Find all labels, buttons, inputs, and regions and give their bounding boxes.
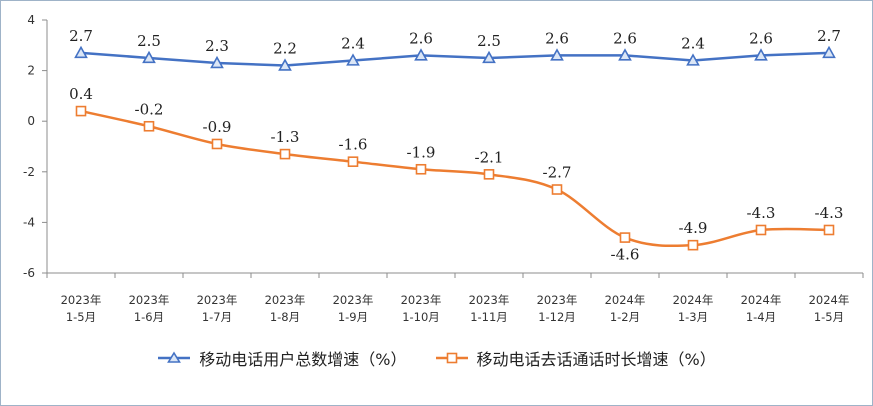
x-tick-label-year: 2024年 (673, 293, 714, 307)
legend-triangle-marker-icon (158, 351, 191, 363)
data-point-square (211, 138, 223, 150)
x-tick-label-period: 1-10月 (402, 310, 440, 324)
x-tick-label-period: 1-9月 (338, 310, 368, 324)
data-label: -0.9 (203, 118, 232, 136)
data-point-square (551, 184, 563, 195)
data-point-triangle (482, 50, 496, 64)
data-label: 2.6 (749, 29, 773, 47)
x-tick-label-year: 2023年 (537, 293, 578, 307)
x-tick-label-period: 1-12月 (538, 310, 576, 324)
x-tick-label-year: 2024年 (809, 293, 850, 307)
legend-label-call-duration: 移动电话去话通话时长增速（%） (476, 350, 716, 369)
data-point-square (483, 169, 495, 180)
series-line-1 (80, 109, 830, 248)
x-tick-label-year: 2023年 (333, 293, 374, 307)
data-point-square (75, 105, 87, 117)
data-label: -4.9 (679, 219, 708, 237)
x-tick-label-period: 1-7月 (202, 310, 232, 324)
data-point-square (687, 239, 699, 251)
data-label: -1.6 (339, 136, 368, 154)
data-label: 2.3 (205, 37, 229, 55)
y-tick-label: 2 (27, 64, 35, 78)
y-tick-label: 4 (27, 13, 35, 27)
data-point-square (619, 232, 631, 243)
legend-item-call-duration: 移动电话去话通话时长增速（%） (435, 346, 716, 370)
data-label: 2.5 (137, 32, 161, 50)
data-point-square (415, 163, 427, 175)
data-label: 2.4 (681, 34, 705, 52)
data-point-triangle (686, 53, 700, 66)
data-label: 2.4 (341, 34, 365, 52)
data-point-square (347, 156, 359, 167)
x-tick-label-year: 2023年 (197, 293, 238, 307)
data-label: -0.2 (135, 100, 164, 118)
data-label: 2.5 (477, 32, 501, 50)
data-label: -4.3 (815, 204, 844, 222)
x-tick-label-year: 2024年 (605, 293, 646, 307)
x-tick-label-year: 2023年 (61, 293, 102, 307)
data-point-triangle (754, 48, 768, 61)
data-point-triangle (210, 55, 224, 69)
data-point-triangle (278, 58, 292, 71)
x-tick-label-period: 1-3月 (678, 310, 708, 324)
data-point-triangle (142, 50, 156, 64)
data-label: -2.1 (475, 148, 504, 166)
line-chart: 4 2 0 -2 -4 -6 2023年 1-5月 2023年 1-6月 2023年 1-7月 2023… (23, 13, 864, 324)
x-tick-label-period: 1-8月 (270, 310, 300, 324)
data-label: 0.4 (69, 85, 93, 103)
x-tick-label-year: 2023年 (469, 293, 510, 307)
x-tick-label-period: 1-5月 (66, 310, 96, 324)
y-tick-label: -6 (23, 266, 35, 280)
y-tick-label: -4 (23, 215, 35, 229)
data-point-triangle (822, 45, 836, 59)
data-label: -4.6 (611, 246, 640, 264)
data-point-square (279, 148, 291, 160)
data-label: -4.3 (747, 204, 776, 222)
data-point-triangle (414, 48, 428, 61)
data-label: 2.2 (273, 40, 297, 58)
legend-label-subscribers: 移动电话用户总数增速（%） (199, 350, 407, 369)
x-tick-label-year: 2023年 (265, 293, 306, 307)
legend-square-marker-icon (435, 352, 468, 364)
data-point-triangle (74, 45, 88, 59)
x-tick-label-year: 2024年 (741, 293, 782, 307)
data-label: -1.9 (407, 143, 436, 161)
data-point-triangle (346, 53, 360, 66)
x-tick-label-period: 1-2月 (610, 310, 640, 324)
data-label: 2.6 (613, 29, 637, 47)
x-tick-label-year: 2023年 (129, 293, 170, 307)
x-tick-label-period: 1-5月 (814, 310, 844, 324)
x-tick-label-period: 1-11月 (470, 310, 508, 324)
y-tick-label: -2 (23, 165, 35, 179)
data-label: 2.6 (409, 29, 433, 47)
data-label: -1.3 (271, 128, 300, 146)
data-point-triangle (618, 48, 632, 61)
x-tick-label-period: 1-4月 (746, 310, 776, 324)
x-tick-label-year: 2023年 (401, 293, 442, 307)
data-label: 2.7 (69, 27, 93, 45)
y-tick-label: 0 (27, 114, 35, 128)
data-point-square (755, 224, 767, 236)
data-label: 2.6 (545, 29, 569, 47)
x-tick-label-period: 1-6月 (134, 310, 164, 324)
series-line-0 (80, 51, 830, 67)
legend-item-subscribers: 移动电话用户总数增速（%） (157, 346, 407, 370)
data-label: 2.7 (817, 27, 841, 45)
legend: 移动电话用户总数增速（%） 移动电话去话通话时长增速（%） (1, 341, 872, 375)
data-point-triangle (550, 48, 564, 61)
data-label: -2.7 (543, 164, 572, 182)
data-point-square (823, 224, 835, 236)
data-point-square (143, 120, 155, 132)
